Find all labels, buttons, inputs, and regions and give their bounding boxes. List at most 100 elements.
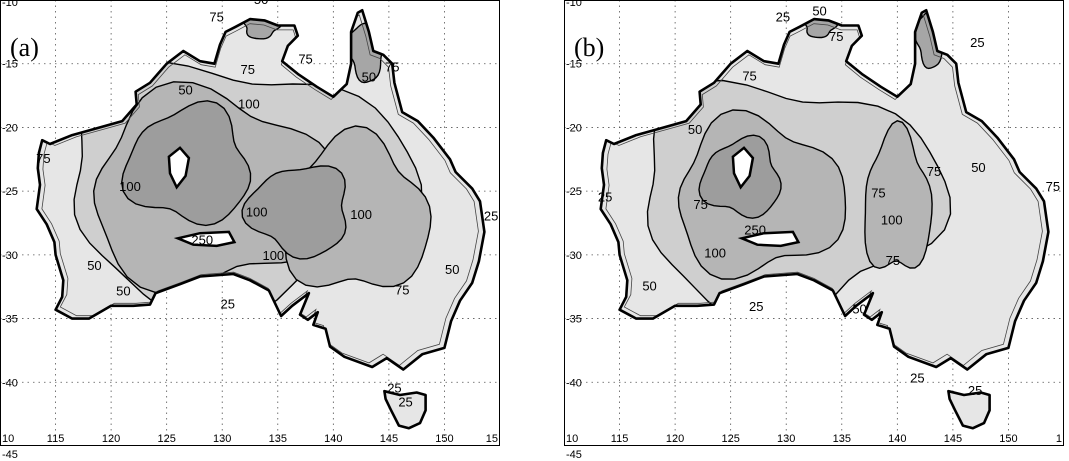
lake [167,146,191,190]
x-tick-label: 125 [721,433,739,445]
contour-label: 50 [642,279,656,294]
land-tasmania [384,391,426,429]
y-tick-label: -20 [2,122,18,134]
contour-label: 100 [350,207,372,222]
contour-label: 75 [871,186,885,201]
contour-label: 50 [688,122,702,137]
contour-label: 100 [119,179,141,194]
x-tick-label: 120 [102,433,120,445]
contour-label: 100 [246,205,268,220]
y-tick-label: -35 [2,314,18,326]
contour-label: 25 [749,299,763,314]
contour-label: 75 [298,52,312,67]
y-tick-label: -40 [566,377,582,389]
contour-label: 75 [742,68,756,83]
y-tick-label: -45 [2,449,18,461]
y-tick-label: -25 [2,186,18,198]
coastline-tasmania [947,389,991,430]
y-tick-label: -10 [566,0,582,9]
contour-label: 100 [704,245,726,260]
y-tick-label: -45 [566,449,582,461]
map-b-ticks: 10 115 120 125 130 135 140 145 150 1 -10 -15 -20 -25 -… [566,0,1062,461]
land-tasmania [948,391,990,429]
panel-label-b: (b) [574,33,604,62]
y-tick-label: -30 [2,250,18,262]
contour-label: 25 [776,10,790,25]
x-tick-label: 150 [435,433,453,445]
map-a-contours: 50 75 75 75 50 75 100 50 75 100 100 100 25 250 100 50 50… [36,0,498,409]
x-tick-label: 145 [944,433,962,445]
x-tick-label: 15 [486,433,498,445]
y-tick-label: -40 [2,377,18,389]
x-tick-label: 135 [833,433,851,445]
contour-label: 75 [886,253,900,268]
contour-label: 25 [970,35,984,50]
contour-label: 75 [241,62,255,77]
x-tick-label: 140 [324,433,342,445]
map-a-ticks: 10 115 120 125 130 135 140 145 150 15 -10 -15 -20 -25… [2,0,498,461]
lake [737,230,801,248]
contour-label: 100 [262,248,284,263]
contour-band [241,165,347,260]
contour-label: 25 [968,383,982,398]
y-tick-label: -20 [566,122,582,134]
map-a-svg: 50 75 75 75 50 75 100 50 75 100 100 100 25 250 100 50 50… [0,0,500,461]
lake [731,146,755,190]
contour-label: 50 [812,3,826,18]
contour-label: 250 [191,233,213,248]
contour-label: 100 [238,96,260,111]
y-tick-label: -15 [2,59,18,71]
x-tick-label: 120 [666,433,684,445]
contour-label: 50 [87,258,101,273]
x-tick-label: 115 [611,433,629,445]
map-b-land [599,8,1050,430]
x-tick-label: 1 [1056,433,1062,445]
x-tick-label: 10 [2,433,14,445]
x-tick-label: 130 [213,433,231,445]
contour-label: 25 [484,208,498,223]
coastline-mainland [35,8,486,371]
y-tick-label: -10 [2,0,18,9]
x-tick-label: 115 [47,433,65,445]
contour-label: 75 [829,29,843,44]
contour-label: 25 [398,394,412,409]
contour-label: 50 [445,262,459,277]
contour-label: 75 [36,151,50,166]
x-tick-label: 10 [566,433,578,445]
contour-label: 25 [598,189,612,204]
contour-label: 75 [385,59,399,74]
contour-label: 50 [254,0,268,7]
contour-label: 75 [927,164,941,179]
panel-label-a: (a) [10,33,39,62]
contour-band [864,120,933,270]
contour-label: 75 [395,282,409,297]
y-tick-label: -25 [566,186,582,198]
map-a-land [35,8,486,430]
x-tick-label: 140 [888,433,906,445]
coastline-mainland [599,8,1050,371]
contour-label: 100 [881,212,903,227]
x-tick-label: 125 [157,433,175,445]
contour-label: 250 [744,222,766,237]
y-tick-label: -30 [566,250,582,262]
contour-label: 75 [693,197,707,212]
contour-label: 50 [362,70,376,85]
x-tick-label: 135 [269,433,287,445]
map-a-frame [0,0,500,446]
contour-label: 50 [971,160,985,175]
x-tick-label: 145 [380,433,398,445]
contour-label: 75 [1046,179,1060,194]
contour-label: 50 [852,301,866,316]
x-tick-label: 150 [999,433,1017,445]
contour-label: 25 [221,296,235,311]
contour-label: 25 [387,380,401,395]
map-panel-a: 50 75 75 75 50 75 100 50 75 100 100 100 25 250 100 50 50… [0,0,500,461]
contour-bands [41,12,479,366]
x-tick-label: 130 [777,433,795,445]
lake [173,230,237,248]
map-panel-b: 25 50 75 25 75 50 25 75 75 100 75 50 75 100 75 250 50 25 5… [564,0,1064,461]
contour-label: 50 [178,82,192,97]
y-tick-label: -35 [566,314,582,326]
